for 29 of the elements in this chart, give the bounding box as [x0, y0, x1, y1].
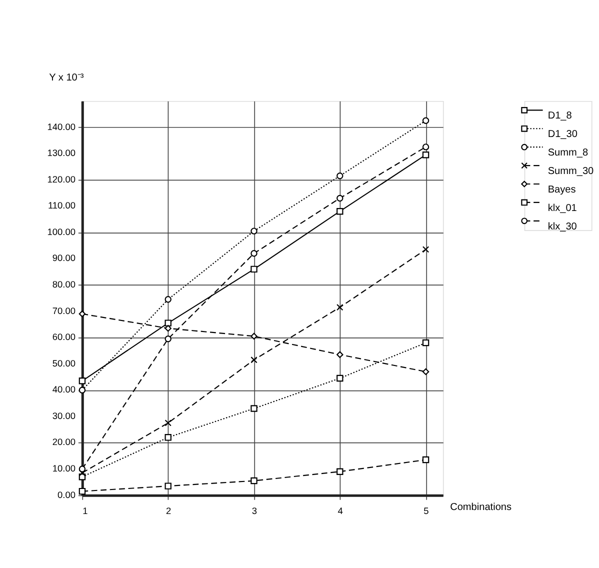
- y-tick-label: 50.00: [52, 358, 76, 368]
- y-tick-label: 100.00: [47, 226, 76, 237]
- legend-label: klx_01: [548, 202, 578, 214]
- legend-label: klx_30: [548, 221, 578, 232]
- y-tick-label: 140.00: [47, 122, 76, 132]
- x-tick-label: 2: [166, 506, 172, 516]
- y-tick-label: 30.00: [52, 410, 76, 421]
- legend-label: Summ_8: [548, 147, 588, 158]
- y-tick-label: 80.00: [52, 279, 76, 290]
- y-tick-label: 40.00: [52, 384, 76, 395]
- y-tick-label: 130.00: [47, 148, 76, 158]
- x-tick-label: 5: [424, 506, 429, 516]
- y-tick-label: 120.00: [47, 174, 76, 184]
- x-tick-label: 3: [252, 506, 257, 516]
- x-tick-label: 1: [82, 506, 88, 516]
- y-tick-label: 60.00: [52, 332, 76, 342]
- y-tick-label: 110.00: [48, 200, 76, 211]
- y-tick-label: 0.00: [58, 490, 76, 500]
- x-tick-label: 4: [338, 506, 343, 516]
- legend-label: D1_30: [548, 129, 578, 140]
- y-tick-label: 20.00: [52, 437, 76, 448]
- legend-label: Summ_30: [548, 166, 594, 177]
- y-axis-title: Y x 10⁻³: [49, 72, 84, 84]
- legend-label: D1_8: [548, 110, 572, 122]
- legend-label: Bayes: [548, 184, 576, 196]
- y-tick-label: 90.00: [52, 253, 76, 264]
- y-tick-label: 70.00: [52, 306, 76, 316]
- x-axis-title: Combinations: [450, 502, 512, 513]
- y-tick-label: 10.00: [52, 463, 76, 474]
